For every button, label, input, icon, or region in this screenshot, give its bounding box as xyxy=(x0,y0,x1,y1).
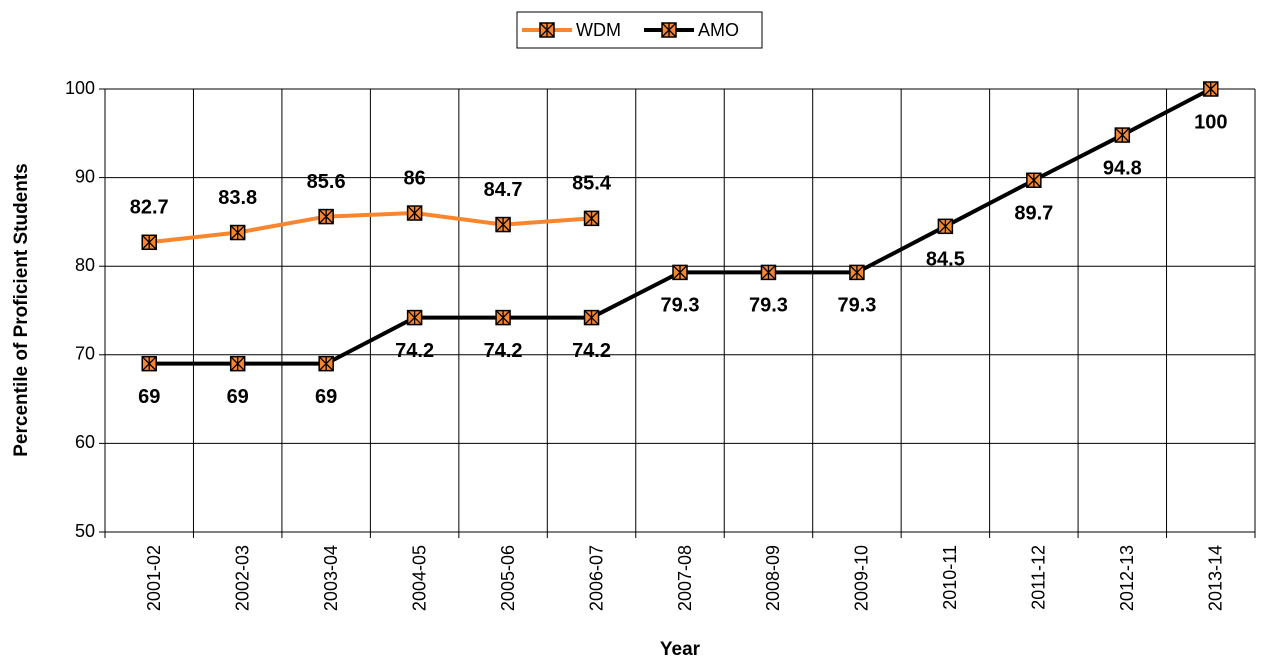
data-label: 69 xyxy=(227,386,249,408)
marker-star xyxy=(1203,81,1219,97)
legend: WDM AMO xyxy=(516,11,763,49)
y-tick-label: 60 xyxy=(75,432,95,452)
marker-star xyxy=(407,205,423,221)
data-label: 84.7 xyxy=(484,179,523,201)
y-tick-label: 100 xyxy=(65,78,95,98)
marker-star xyxy=(141,234,157,250)
marker-star xyxy=(661,22,677,38)
marker-star xyxy=(584,210,599,226)
data-label: 85.6 xyxy=(307,171,346,193)
marker-star xyxy=(495,217,511,233)
x-tick-label: 2012-13 xyxy=(1117,545,1137,611)
data-label: 82.7 xyxy=(130,197,169,219)
marker xyxy=(672,264,688,281)
x-tick-label: 2013-14 xyxy=(1206,545,1226,611)
data-label: 79.3 xyxy=(661,295,700,317)
data-label: 83.8 xyxy=(218,187,257,209)
marker xyxy=(229,224,246,241)
data-label: 74.2 xyxy=(572,340,611,362)
marker-star xyxy=(672,264,688,280)
data-label: 74.2 xyxy=(395,340,434,362)
marker-star xyxy=(849,264,865,280)
marker xyxy=(141,234,157,251)
marker-star xyxy=(318,356,334,372)
x-tick-label: 2006-07 xyxy=(586,545,606,611)
x-tick-label: 2005-06 xyxy=(498,545,518,611)
y-tick-label: 50 xyxy=(75,521,95,541)
marker xyxy=(583,210,600,227)
x-tick-label: 2003-04 xyxy=(321,545,341,611)
marker-star xyxy=(937,218,953,234)
x-tick-label: 2001-02 xyxy=(144,545,164,611)
y-tick-label: 90 xyxy=(75,166,95,186)
marker xyxy=(141,355,157,372)
data-label: 100 xyxy=(1194,111,1227,133)
marker xyxy=(849,264,865,281)
x-tick-label: 2009-10 xyxy=(852,545,872,611)
legend-label: WDM xyxy=(576,20,621,40)
legend-label: AMO xyxy=(698,20,739,40)
data-label: 69 xyxy=(138,386,160,408)
data-label: 79.3 xyxy=(837,295,876,317)
marker xyxy=(1026,172,1042,189)
data-label: 94.8 xyxy=(1103,157,1142,179)
marker-star xyxy=(1114,127,1130,143)
data-label: 74.2 xyxy=(484,340,523,362)
marker xyxy=(583,309,600,326)
marker-star xyxy=(495,310,511,326)
marker xyxy=(539,22,555,38)
x-tick-label: 2004-05 xyxy=(409,545,429,611)
x-tick-label: 2002-03 xyxy=(232,545,252,611)
marker xyxy=(1203,81,1219,97)
marker-star xyxy=(761,264,776,280)
marker-star xyxy=(230,356,246,372)
x-axis-title: Year xyxy=(660,639,701,660)
data-label: 79.3 xyxy=(749,295,788,317)
marker xyxy=(760,264,777,281)
marker xyxy=(229,355,246,372)
marker-star xyxy=(141,356,157,372)
marker xyxy=(318,208,334,225)
y-tick-label: 80 xyxy=(75,255,95,275)
data-label: 89.7 xyxy=(1014,203,1053,225)
x-tick-label: 2008-09 xyxy=(763,545,783,611)
x-tick-label: 2011-12 xyxy=(1029,545,1049,610)
marker xyxy=(495,216,511,233)
marker xyxy=(406,309,423,326)
marker xyxy=(937,218,954,235)
marker-star xyxy=(318,209,334,225)
data-label: 69 xyxy=(315,386,337,408)
y-axis-title: Percentile of Proficient Students xyxy=(11,163,32,457)
marker-star xyxy=(584,310,599,326)
x-tick-label: 2007-08 xyxy=(675,545,695,611)
x-tick-label: 2010-11 xyxy=(940,545,960,610)
marker xyxy=(318,355,334,372)
marker xyxy=(495,309,511,326)
marker xyxy=(661,22,677,38)
data-label: 84.5 xyxy=(926,249,965,271)
marker-star xyxy=(539,22,555,38)
marker xyxy=(406,205,423,221)
marker xyxy=(1114,127,1131,143)
series-line xyxy=(149,87,1212,366)
marker-star xyxy=(407,310,423,326)
data-label: 85.4 xyxy=(572,173,612,195)
y-tick-label: 70 xyxy=(75,344,95,364)
series-line xyxy=(149,211,592,245)
marker-star xyxy=(1026,172,1042,188)
data-label: 86 xyxy=(403,167,425,189)
marker-star xyxy=(230,225,246,240)
